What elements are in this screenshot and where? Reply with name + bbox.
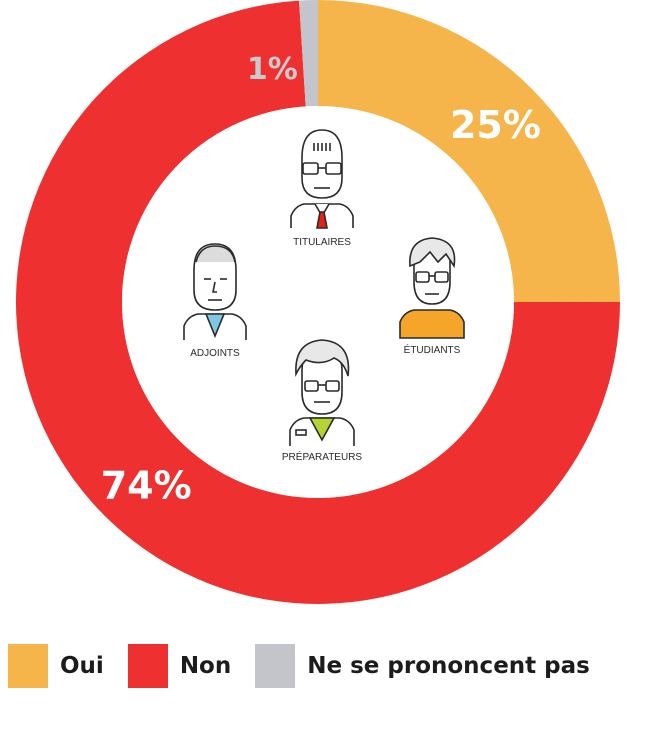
value-label-oui: 25% bbox=[450, 103, 541, 147]
legend-label: Non bbox=[179, 653, 232, 679]
value-label-non: 74% bbox=[101, 463, 192, 507]
legend-item-ne-se-prononcent-pas: Ne se prononcent pas bbox=[255, 644, 590, 688]
legend-item-oui: Oui bbox=[8, 644, 104, 688]
donut-slice-non bbox=[16, 0, 621, 604]
persona-label-adjoints: ADJOINTS bbox=[190, 348, 240, 359]
donut-chart: 25% 74% 1% TITULAIRES bbox=[16, 0, 621, 604]
persona-titulaires: TITULAIRES bbox=[290, 129, 354, 248]
legend-label: Oui bbox=[60, 653, 104, 679]
legend-item-non: Non bbox=[127, 644, 232, 688]
persona-label-titulaires: TITULAIRES bbox=[293, 237, 351, 248]
persona-adjoints: ADJOINTS bbox=[183, 243, 247, 359]
persona-label-preparateurs: PRÉPARATEURS bbox=[282, 450, 363, 463]
legend-swatch bbox=[8, 644, 48, 688]
donut-slice-ne-se-prononcent-pas bbox=[299, 0, 318, 107]
legend-swatch bbox=[127, 644, 168, 688]
donut-hole bbox=[122, 106, 514, 498]
adjoint-pharmacist-icon bbox=[183, 243, 247, 340]
student-icon bbox=[399, 237, 465, 339]
donut-slice-oui bbox=[318, 0, 620, 302]
legend-swatch bbox=[255, 644, 296, 688]
preparateur-icon bbox=[289, 339, 355, 446]
persona-etudiants: ÉTUDIANTS bbox=[399, 237, 465, 356]
persona-label-etudiants: ÉTUDIANTS bbox=[404, 343, 461, 356]
value-label-ne-se-prononcent-pas: 1% bbox=[247, 52, 298, 87]
titulaire-pharmacist-icon bbox=[290, 129, 354, 229]
persona-preparateurs: PRÉPARATEURS bbox=[282, 339, 363, 463]
chart-legend: Oui Non Ne se prononcent pas bbox=[8, 642, 614, 690]
legend-label: Ne se prononcent pas bbox=[307, 653, 590, 679]
